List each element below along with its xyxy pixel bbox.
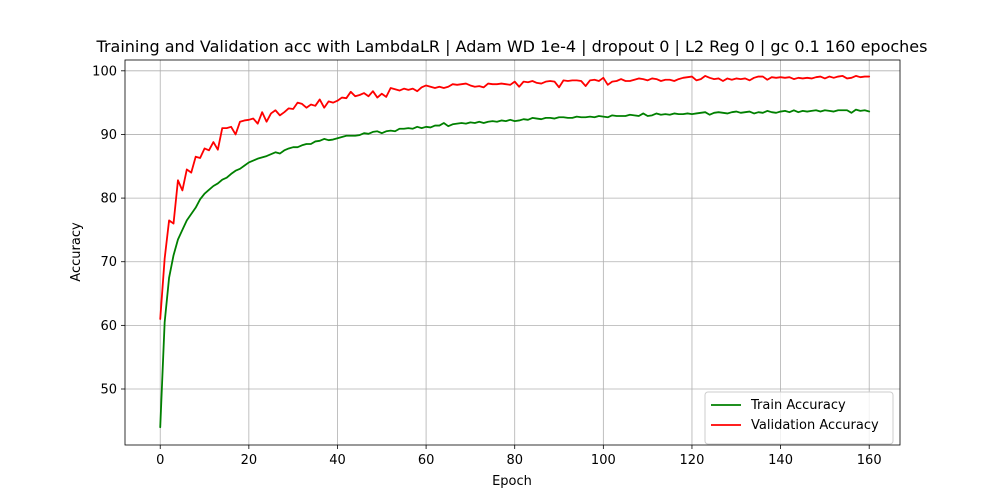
train-accuracy-line [159,108,871,429]
axis-ticks: 0 20 40 60 80 100 120 140 160 50 60 70 80 90 100 [92,64,881,468]
y-tick-label: 80 [100,192,117,207]
x-tick-label: 100 [591,453,616,468]
validation-accuracy-line [159,75,871,320]
y-tick-label: 50 [100,383,117,398]
chart-title: Training and Validation acc with LambdaL… [96,37,928,56]
series-lines [159,75,871,429]
legend-box [704,391,894,445]
y-tick-label: 90 [100,128,117,143]
plot-frame [124,59,901,446]
x-tick-label: 20 [241,453,258,468]
y-tick-label: 70 [100,255,117,270]
legend-train-label: Train Accuracy [750,398,846,413]
legend-validation-label: Validation Accuracy [751,418,879,433]
x-tick-label: 0 [156,453,164,468]
y-tick-label: 100 [92,64,117,79]
y-axis-label: Accuracy [69,222,84,282]
x-tick-label: 160 [857,453,882,468]
x-tick-label: 120 [680,453,705,468]
y-tick-label: 60 [100,319,117,334]
x-tick-label: 40 [329,453,346,468]
legend: Train Accuracy Validation Accuracy [704,391,894,445]
x-tick-label: 80 [506,453,523,468]
x-tick-label: 60 [418,453,435,468]
x-axis-label: Epoch [492,474,532,489]
x-tick-label: 140 [768,453,793,468]
grid [125,60,900,445]
